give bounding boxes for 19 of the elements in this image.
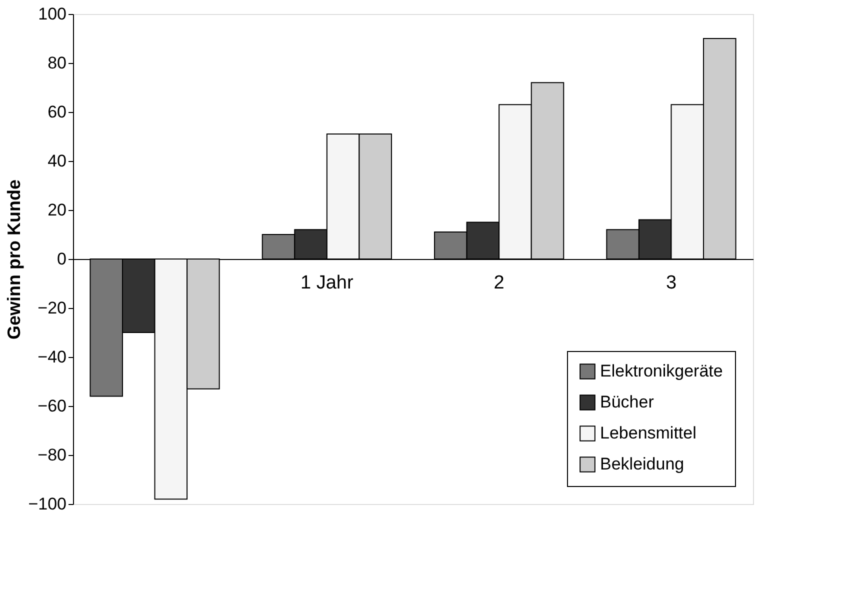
legend-label: Bekleidung <box>600 454 684 474</box>
y-tick-label: −80 <box>38 446 66 464</box>
x-tick-label: 2 <box>494 272 504 294</box>
legend-label: Lebensmittel <box>600 424 696 442</box>
y-axis-title: Gewinn pro Kunde <box>4 180 24 340</box>
y-tick-label: 0 <box>57 250 66 268</box>
x-tick-label: 3 <box>666 272 677 294</box>
y-tick-label: −100 <box>28 494 66 514</box>
y-tick-label: 40 <box>48 152 66 170</box>
legend-label: Bücher <box>600 392 654 412</box>
y-tick-label: −40 <box>38 348 66 366</box>
y-tick-label: 20 <box>48 200 66 220</box>
y-tick-label: 80 <box>48 54 66 72</box>
y-tick-label: −60 <box>38 396 66 416</box>
legend-label: Elektronikgeräte <box>600 362 723 380</box>
x-tick-label: 1 Jahr <box>300 272 354 294</box>
y-tick-label: −20 <box>38 298 66 318</box>
y-tick-label: 60 <box>48 102 66 122</box>
y-tick-label: 100 <box>38 4 66 24</box>
